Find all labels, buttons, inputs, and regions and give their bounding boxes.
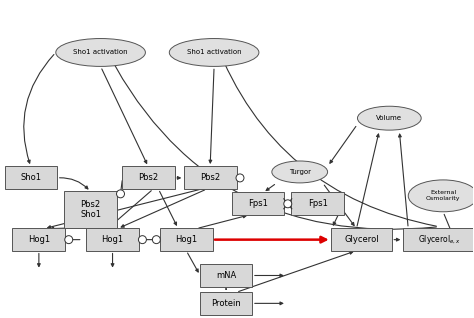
Text: Hog1: Hog1: [175, 235, 197, 244]
FancyBboxPatch shape: [403, 228, 474, 251]
Circle shape: [117, 190, 125, 198]
Text: Fps1: Fps1: [248, 199, 268, 208]
Text: Glycerol: Glycerol: [344, 235, 379, 244]
Text: Turgor: Turgor: [289, 169, 311, 175]
Text: Pbs2: Pbs2: [138, 173, 158, 183]
Circle shape: [152, 236, 160, 244]
Ellipse shape: [169, 38, 259, 66]
Text: Protein: Protein: [211, 299, 241, 308]
FancyBboxPatch shape: [5, 166, 57, 189]
Ellipse shape: [272, 161, 328, 183]
FancyBboxPatch shape: [331, 228, 392, 251]
Text: Volume: Volume: [376, 115, 402, 121]
FancyBboxPatch shape: [291, 192, 344, 215]
Text: External
Osmolarity: External Osmolarity: [426, 190, 460, 201]
Circle shape: [236, 174, 244, 182]
Circle shape: [65, 236, 73, 244]
FancyBboxPatch shape: [200, 292, 253, 315]
Ellipse shape: [357, 106, 421, 130]
Text: Sho1 activation: Sho1 activation: [187, 50, 241, 55]
FancyBboxPatch shape: [122, 166, 175, 189]
Text: Sho1: Sho1: [20, 173, 41, 183]
FancyBboxPatch shape: [184, 166, 237, 189]
FancyBboxPatch shape: [160, 228, 213, 251]
Circle shape: [138, 236, 146, 244]
Text: Glycerol$_{e,x}$: Glycerol$_{e,x}$: [418, 233, 460, 246]
Text: Sho1 activation: Sho1 activation: [73, 50, 128, 55]
FancyBboxPatch shape: [86, 228, 139, 251]
FancyBboxPatch shape: [64, 191, 117, 228]
FancyBboxPatch shape: [12, 228, 65, 251]
Text: Fps1: Fps1: [308, 199, 328, 208]
Text: Pbs2
Sho1: Pbs2 Sho1: [80, 200, 101, 219]
Ellipse shape: [56, 38, 146, 66]
Text: Hog1: Hog1: [101, 235, 124, 244]
FancyBboxPatch shape: [200, 264, 253, 287]
Text: mNA: mNA: [216, 271, 236, 280]
Text: Hog1: Hog1: [28, 235, 50, 244]
Text: Pbs2: Pbs2: [200, 173, 220, 183]
Ellipse shape: [408, 180, 474, 212]
Circle shape: [284, 200, 292, 208]
FancyBboxPatch shape: [231, 192, 284, 215]
